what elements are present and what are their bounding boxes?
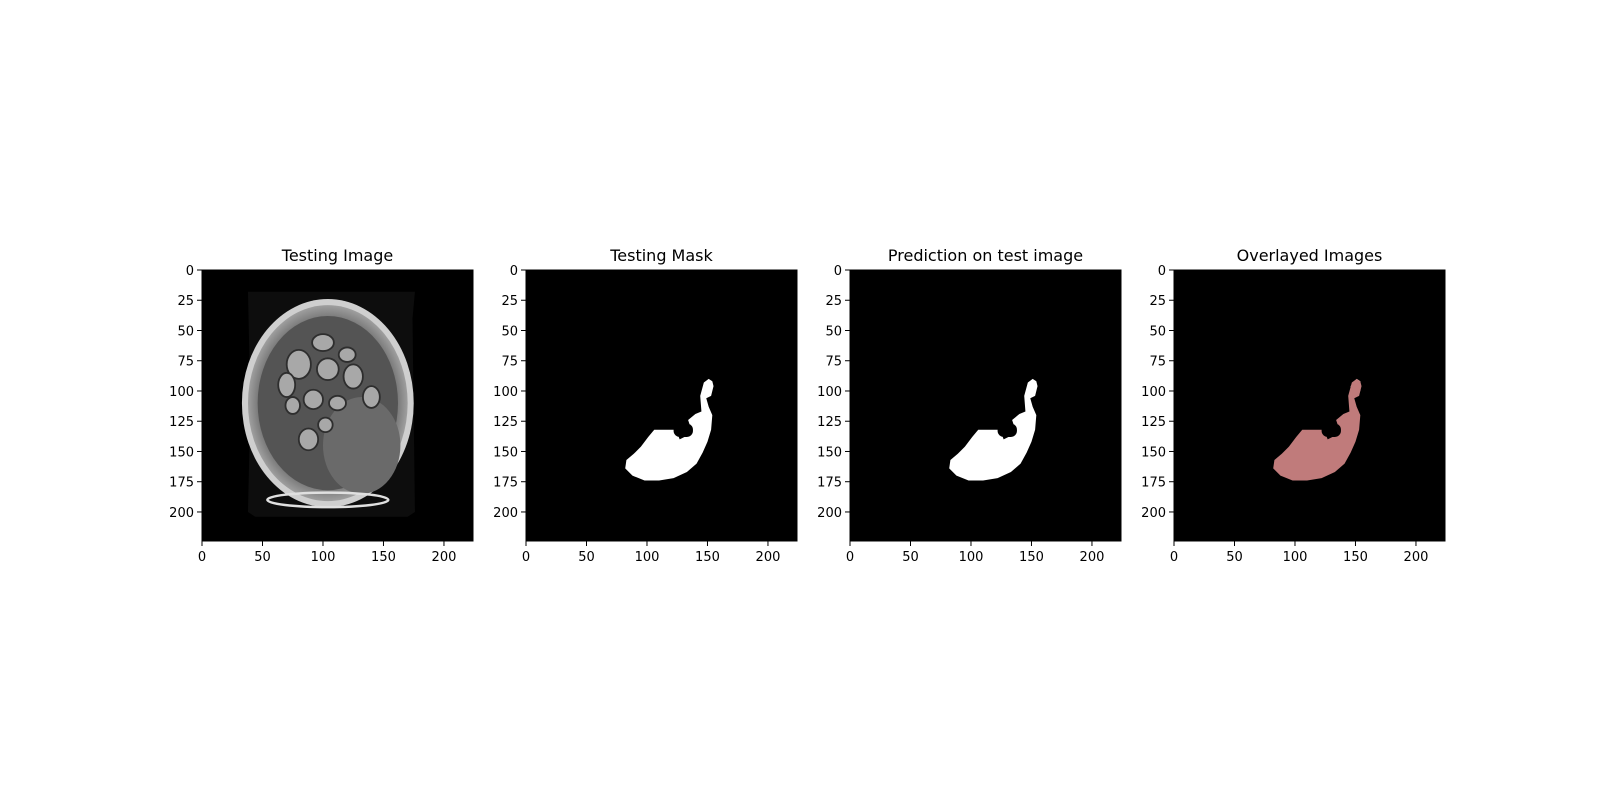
y-tick-label: 100 xyxy=(817,385,842,400)
image-area xyxy=(1174,270,1445,541)
x-tick-label: 100 xyxy=(959,550,984,565)
organ-structure xyxy=(342,363,364,390)
image-content xyxy=(949,378,1038,481)
panel-mri: Testing Image 0 50 100 150 200 0 25 50 75 100 125 15… xyxy=(169,246,474,565)
y-tick-label: 200 xyxy=(1141,506,1166,521)
x-tick-label: 50 xyxy=(254,550,271,565)
y-tick-label: 100 xyxy=(1141,385,1166,400)
y-tick-label: 175 xyxy=(493,476,518,491)
x-tick-label: 150 xyxy=(371,550,396,565)
y-tick-label: 150 xyxy=(817,445,842,460)
y-tick-label: 50 xyxy=(1149,324,1166,339)
x-tick-label: 50 xyxy=(578,550,595,565)
y-tick-label: 25 xyxy=(177,294,194,309)
organ-structure xyxy=(302,388,324,411)
organ-structure xyxy=(297,427,320,452)
y-tick-label: 100 xyxy=(169,385,194,400)
panel-mask-pred: Prediction on test image 0 50 100 150 200 0 25 5… xyxy=(817,246,1122,565)
panel-title: Overlayed Images xyxy=(1237,246,1383,265)
x-tick-label: 150 xyxy=(1019,550,1044,565)
liver-region xyxy=(322,397,401,494)
image-content xyxy=(1273,378,1362,481)
y-tick-label: 75 xyxy=(501,355,518,370)
y-tick-label: 50 xyxy=(501,324,518,339)
body-wall xyxy=(266,491,390,509)
y-tick-label: 75 xyxy=(177,355,194,370)
y-tick-label: 125 xyxy=(493,415,518,430)
mask-region xyxy=(949,378,1038,481)
x-tick-label: 0 xyxy=(846,550,854,565)
y-tick-label: 175 xyxy=(817,476,842,491)
organ-structure xyxy=(361,385,381,409)
axes-frame xyxy=(1173,269,1446,542)
organ-structure xyxy=(316,357,340,382)
panel-title: Prediction on test image xyxy=(888,246,1083,265)
x-tick-label: 0 xyxy=(198,550,206,565)
mask-notch xyxy=(997,423,1017,437)
organ-structure xyxy=(317,416,334,434)
y-tick-label: 125 xyxy=(169,415,194,430)
x-tick-label: 100 xyxy=(1283,550,1308,565)
x-tick-label: 200 xyxy=(756,550,781,565)
axes-frame xyxy=(849,269,1122,542)
y-tick-label: 175 xyxy=(1141,476,1166,491)
y-tick-label: 150 xyxy=(1141,445,1166,460)
image-content xyxy=(625,378,714,481)
mask-notch xyxy=(1321,423,1341,437)
panel-mask-true: Testing Mask 0 50 100 150 200 0 25 50 75 100 125 150… xyxy=(493,246,798,565)
x-tick-label: 0 xyxy=(522,550,530,565)
panels-group: Testing Image 0 50 100 150 200 0 25 50 75 100 125 15… xyxy=(169,246,1446,565)
x-tick-label: 50 xyxy=(902,550,919,565)
organ-structure xyxy=(285,348,312,380)
y-tick-label: 0 xyxy=(1158,264,1166,279)
image-content xyxy=(241,291,415,517)
y-tick-label: 200 xyxy=(817,506,842,521)
x-tick-label: 150 xyxy=(695,550,720,565)
y-tick-label: 75 xyxy=(825,355,842,370)
image-area xyxy=(850,270,1121,541)
organ-structure xyxy=(277,371,297,398)
organ-structure xyxy=(328,394,347,412)
panel-overlay: Overlayed Images 0 50 100 150 200 0 25 50 75 100 12… xyxy=(1141,246,1446,565)
x-tick-label: 200 xyxy=(1404,550,1429,565)
y-tick-label: 100 xyxy=(493,385,518,400)
x-tick-label: 200 xyxy=(1080,550,1105,565)
y-tick-label: 0 xyxy=(834,264,842,279)
y-tick-label: 175 xyxy=(169,476,194,491)
y-tick-label: 200 xyxy=(169,506,194,521)
x-tick-label: 100 xyxy=(311,550,336,565)
organ-structure xyxy=(284,396,301,415)
y-tick-label: 0 xyxy=(510,264,518,279)
panel-title: Testing Image xyxy=(281,246,393,265)
y-tick-label: 125 xyxy=(817,415,842,430)
y-tick-label: 25 xyxy=(825,294,842,309)
axes-frame xyxy=(525,269,798,542)
x-tick-label: 200 xyxy=(432,550,457,565)
y-tick-label: 50 xyxy=(177,324,194,339)
panel-title: Testing Mask xyxy=(609,246,713,265)
y-tick-label: 125 xyxy=(1141,415,1166,430)
image-area xyxy=(526,270,797,541)
organ-structure xyxy=(311,333,335,352)
mask-notch xyxy=(673,423,693,437)
y-tick-label: 150 xyxy=(169,445,194,460)
y-tick-label: 25 xyxy=(1149,294,1166,309)
y-tick-label: 75 xyxy=(1149,355,1166,370)
y-tick-label: 50 xyxy=(825,324,842,339)
axes-frame xyxy=(201,269,474,542)
organ-structure xyxy=(337,346,357,363)
x-tick-label: 150 xyxy=(1343,550,1368,565)
x-tick-label: 100 xyxy=(635,550,660,565)
y-tick-label: 0 xyxy=(186,264,194,279)
y-tick-label: 25 xyxy=(501,294,518,309)
y-tick-label: 200 xyxy=(493,506,518,521)
overlay-region xyxy=(1273,378,1362,481)
x-tick-label: 0 xyxy=(1170,550,1178,565)
y-tick-label: 150 xyxy=(493,445,518,460)
x-tick-label: 50 xyxy=(1226,550,1243,565)
mask-region xyxy=(625,378,714,481)
